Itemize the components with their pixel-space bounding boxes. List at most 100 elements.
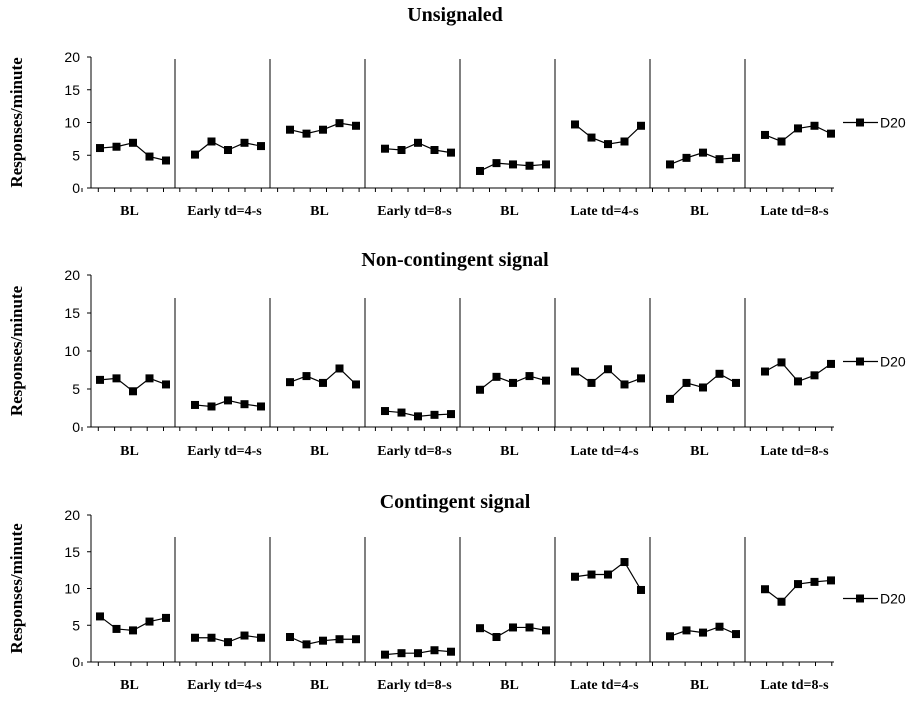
chart-title: Contingent signal bbox=[380, 491, 531, 513]
data-point bbox=[571, 572, 579, 581]
data-point bbox=[430, 646, 439, 655]
phase-label: BL bbox=[500, 204, 519, 219]
data-point bbox=[571, 120, 579, 129]
data-point bbox=[257, 633, 265, 642]
data-point bbox=[257, 402, 265, 411]
data-point bbox=[145, 152, 154, 161]
data-point bbox=[302, 372, 311, 381]
y-tick-label: 15 bbox=[64, 305, 80, 321]
data-point bbox=[794, 124, 802, 133]
data-point bbox=[129, 387, 137, 396]
data-point bbox=[381, 144, 389, 153]
data-point bbox=[777, 358, 786, 367]
data-point bbox=[666, 160, 674, 169]
legend-marker bbox=[856, 118, 864, 127]
data-point bbox=[525, 623, 534, 632]
data-point bbox=[96, 612, 104, 621]
phase-label: Late td=8-s bbox=[760, 444, 829, 459]
data-point bbox=[96, 375, 104, 384]
y-tick-label: 20 bbox=[64, 507, 80, 523]
data-point bbox=[542, 160, 550, 169]
data-point bbox=[335, 119, 344, 128]
data-point bbox=[319, 125, 327, 134]
legend-marker bbox=[856, 357, 864, 366]
data-point bbox=[525, 372, 534, 381]
legend-marker bbox=[856, 594, 864, 603]
data-point bbox=[732, 153, 740, 162]
legend-label: D20 bbox=[880, 354, 906, 370]
phase-label: Early td=4-s bbox=[187, 444, 262, 459]
data-point bbox=[699, 628, 707, 637]
phase-label: Late td=4-s bbox=[570, 204, 639, 219]
data-point bbox=[414, 138, 422, 147]
data-point bbox=[191, 400, 199, 409]
data-point bbox=[620, 137, 629, 146]
data-point bbox=[666, 394, 674, 403]
data-point bbox=[587, 133, 596, 142]
data-point bbox=[810, 121, 819, 130]
data-point bbox=[777, 137, 786, 146]
data-point bbox=[397, 649, 406, 658]
data-point bbox=[302, 129, 311, 138]
y-axis-label: Responses/minute bbox=[7, 57, 26, 188]
data-point bbox=[637, 374, 645, 383]
data-point bbox=[96, 144, 104, 153]
legend-label: D20 bbox=[880, 115, 906, 131]
data-point bbox=[319, 636, 327, 645]
data-point bbox=[604, 140, 612, 149]
data-point bbox=[302, 640, 311, 649]
phase-label: BL bbox=[500, 678, 519, 693]
data-point bbox=[162, 380, 170, 389]
phase-label: BL bbox=[120, 444, 139, 459]
y-axis-label: Responses/minute bbox=[7, 285, 26, 416]
data-point bbox=[207, 633, 216, 642]
data-point bbox=[761, 367, 769, 376]
chart-title: Non-contingent signal bbox=[361, 249, 549, 271]
data-point bbox=[224, 146, 232, 155]
phase-label: BL bbox=[120, 204, 139, 219]
data-point bbox=[430, 146, 439, 155]
data-point bbox=[492, 633, 501, 642]
data-point bbox=[476, 624, 484, 633]
data-point bbox=[430, 410, 439, 419]
y-tick-label: 10 bbox=[64, 115, 80, 131]
y-tick-label: 10 bbox=[64, 581, 80, 597]
data-point bbox=[286, 378, 294, 387]
data-point bbox=[699, 148, 707, 157]
data-point bbox=[492, 159, 501, 168]
data-point bbox=[207, 402, 216, 411]
chart-panel-2: Non-contingent signal Responses/minute 0 5 1… bbox=[7, 249, 906, 459]
data-point bbox=[682, 378, 691, 387]
data-point bbox=[352, 121, 360, 130]
phase-label: BL bbox=[690, 444, 709, 459]
data-point bbox=[112, 374, 121, 383]
y-axis-label: Responses/minute bbox=[7, 523, 26, 654]
phase-label: BL bbox=[120, 678, 139, 693]
data-point bbox=[637, 585, 645, 594]
data-point bbox=[620, 380, 629, 389]
phase-label: BL bbox=[310, 678, 329, 693]
legend-label: D20 bbox=[880, 591, 906, 607]
y-tick-label: 20 bbox=[64, 267, 80, 283]
data-point bbox=[162, 613, 170, 622]
data-point bbox=[319, 378, 327, 387]
legend: D20 bbox=[843, 115, 906, 131]
data-point bbox=[827, 576, 835, 585]
data-point bbox=[145, 617, 154, 626]
chart-title: Unsignaled bbox=[407, 4, 503, 26]
data-point bbox=[827, 129, 835, 138]
phase-label: BL bbox=[500, 444, 519, 459]
data-point bbox=[715, 369, 724, 378]
y-tick-label: 0 bbox=[72, 180, 80, 196]
data-point bbox=[715, 155, 724, 164]
data-point bbox=[414, 649, 422, 658]
data-point bbox=[682, 153, 691, 162]
data-point bbox=[542, 376, 550, 385]
data-point bbox=[637, 121, 645, 130]
data-point bbox=[492, 372, 501, 381]
data-point bbox=[476, 166, 484, 175]
data-point bbox=[810, 371, 819, 380]
data-point bbox=[381, 650, 389, 659]
data-point bbox=[381, 407, 389, 416]
data-point bbox=[129, 626, 137, 635]
